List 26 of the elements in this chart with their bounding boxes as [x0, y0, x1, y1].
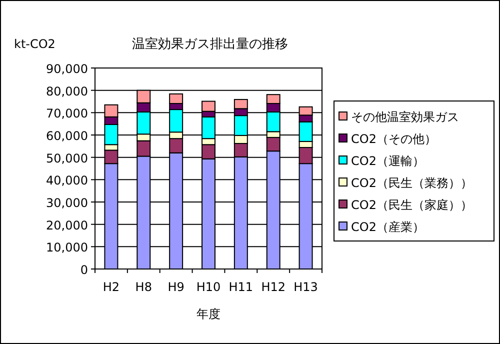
y-tick-label: 50,000 — [46, 151, 88, 166]
y-tick-label: 90,000 — [46, 62, 88, 76]
x-tick-label: H12 — [261, 280, 286, 294]
x-tick-label: H9 — [168, 280, 184, 294]
legend-label: その他温室効果ガス — [351, 110, 459, 124]
x-tick-label: H11 — [228, 280, 254, 294]
y-tick-label: 80,000 — [46, 84, 88, 98]
y-tick-label: 40,000 — [46, 174, 88, 188]
x-tick-label: H8 — [135, 280, 152, 294]
x-tick-label: H13 — [294, 280, 318, 294]
legend-label: CO2（その他） — [351, 132, 436, 146]
y-tick-label: 10,000 — [46, 240, 88, 255]
legend-label: CO2（民生（家庭）） — [351, 198, 472, 212]
legend-label: CO2（産業） — [351, 220, 424, 234]
x-tick-label: H2 — [102, 280, 120, 294]
x-tick-label: H10 — [196, 280, 221, 294]
y-tick-label: 0 — [80, 263, 88, 277]
y-axis-title: kt-CO2 — [14, 37, 56, 51]
chart-title: 温室効果ガス排出量の推移 — [132, 36, 288, 52]
y-tick-label: 70,000 — [46, 106, 88, 121]
legend-label: CO2（運輸） — [351, 154, 424, 168]
legend-label: CO2（民生（業務）） — [351, 176, 472, 190]
y-tick-label: 60,000 — [46, 129, 88, 143]
x-axis-title: 年度 — [196, 307, 220, 321]
y-tick-label: 30,000 — [46, 196, 88, 210]
y-tick-label: 20,000 — [46, 218, 88, 232]
